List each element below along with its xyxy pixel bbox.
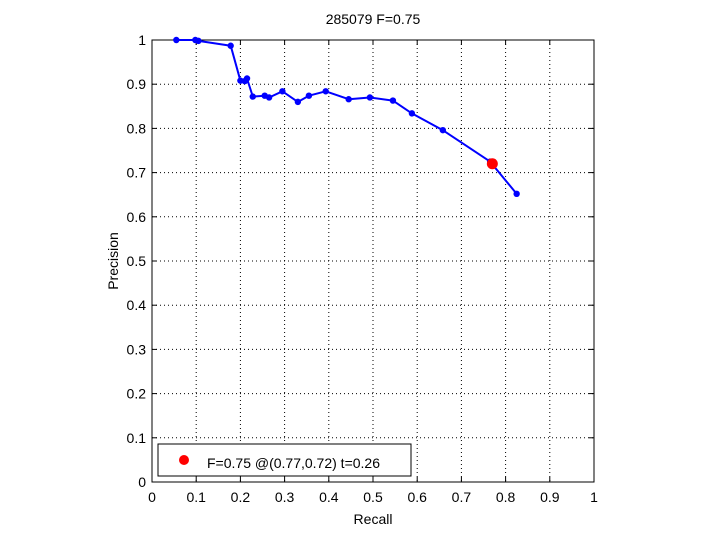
series-point [408,110,416,117]
x-tick-label: 1 [590,489,598,505]
series-layer [173,36,520,198]
legend-box [157,443,412,477]
y-tick-label: 0.7 [127,165,147,181]
y-tick-label: 0.5 [127,253,147,269]
series-point [227,42,234,49]
legend-marker [179,455,189,465]
y-tick-label: 0.8 [127,120,147,136]
y-tick-label: 0.1 [127,430,147,446]
x-tick-labels: 0 0.1 0.2 0.3 0.4 0.5 0.6 0.7 0.8 0.9 1 [148,489,598,505]
series-point [294,98,302,106]
series-point [305,92,313,99]
y-tick-label: 0.9 [127,76,147,92]
series-point [439,126,447,134]
y-tick-labels: 0 0.1 0.2 0.3 0.4 0.5 0.6 0.7 0.8 0.9 1 [127,32,147,490]
y-axis-label: Precision [105,232,121,290]
plot-area: 0 0.1 0.2 0.3 0.4 0.5 0.6 0.7 0.8 0.9 1 0 0.1 0.2 0.3… [127,32,599,505]
series-point [243,75,251,82]
x-tick-label: 0.4 [319,489,339,505]
series-point [195,37,202,45]
x-tick-label: 0.2 [231,489,251,505]
x-tick-label: 0.5 [363,489,383,505]
y-tick-label: 0.3 [127,341,147,357]
x-tick-label: 0 [148,489,156,505]
chart-title: 285079 F=0.75 [326,11,421,27]
x-tick-label: 0.3 [275,489,295,505]
x-tick-label: 0.8 [496,489,516,505]
highlight-layer [486,158,498,170]
y-tick-label: 0.6 [127,209,147,225]
grid [152,40,594,482]
series-point [279,88,286,95]
series-point [265,94,273,101]
x-tick-label: 0.7 [452,489,472,505]
series-point [389,97,397,104]
series-point [249,93,256,100]
legend: F=0.75 @(0.77,0.72) t=0.26 [157,443,412,477]
y-tick-label: 0 [138,474,146,490]
series-point [173,36,180,44]
y-tick-label: 0.4 [127,297,147,313]
series-point [322,88,329,95]
legend-label: F=0.75 @(0.77,0.72) t=0.26 [207,455,380,471]
x-axis-label: Recall [354,511,393,527]
best-f-point [486,158,498,170]
series-point [513,190,520,198]
y-tick-label: 0.2 [127,386,147,402]
series-point [366,94,374,101]
x-tick-label: 0.1 [186,489,206,505]
series-point [345,96,352,103]
x-tick-label: 0.6 [407,489,427,505]
x-tick-label: 0.9 [540,489,560,505]
y-tick-label: 1 [138,32,146,48]
